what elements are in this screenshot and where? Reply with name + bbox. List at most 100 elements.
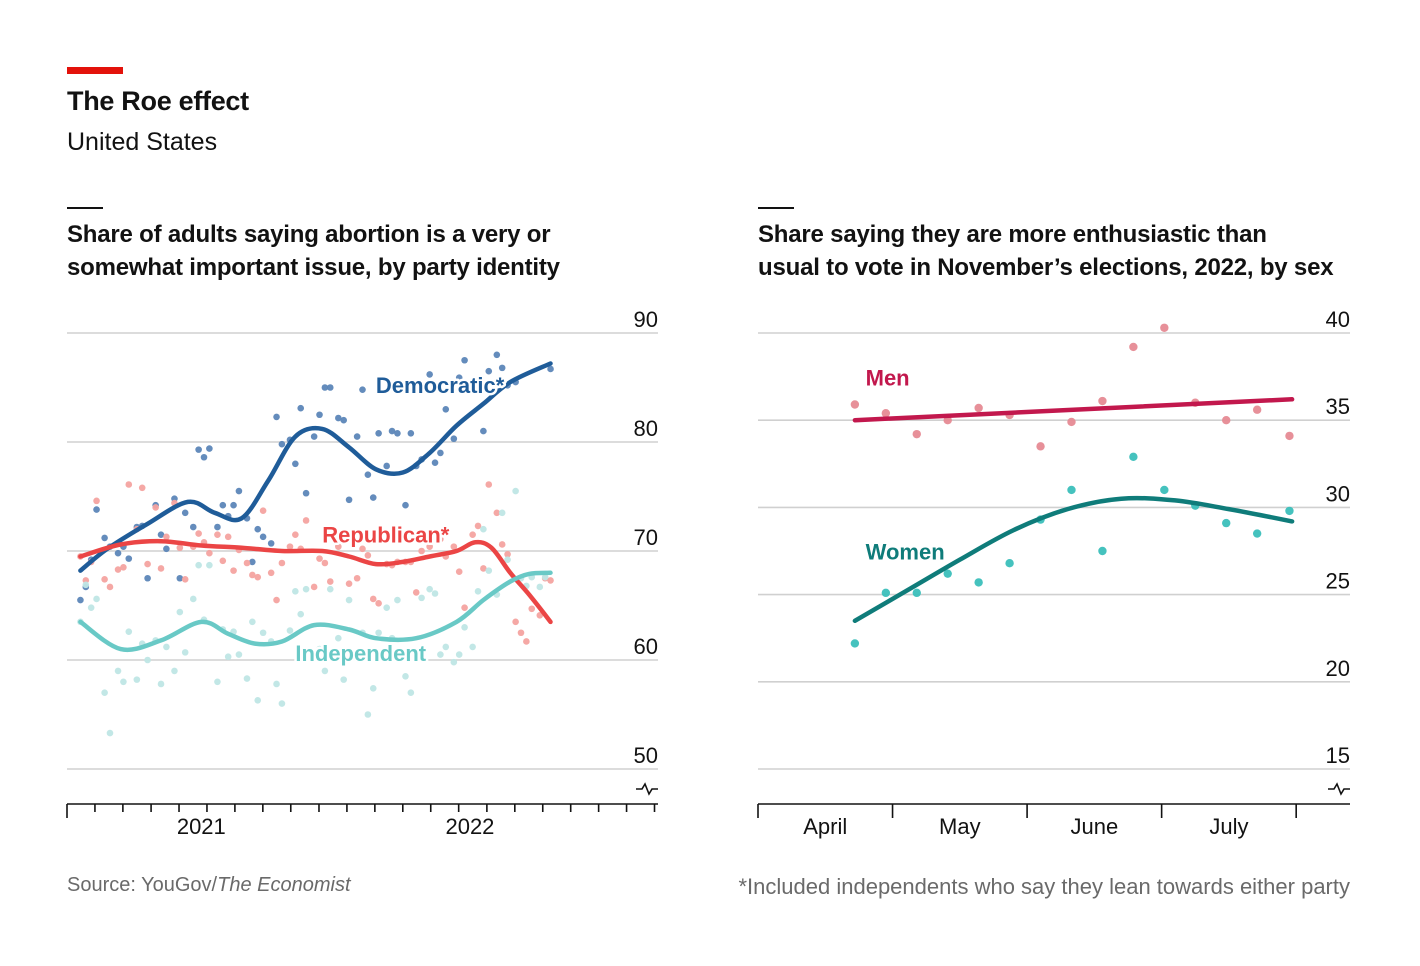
republican-point (214, 531, 221, 538)
democratic-label: Democratic* (376, 373, 505, 398)
y-tick-label: 60 (634, 634, 658, 659)
x-tick-label: June (1071, 814, 1119, 839)
republican-point (353, 574, 361, 582)
democratic-trend-line (78, 361, 553, 573)
democratic-point (407, 429, 415, 437)
men-point (1252, 405, 1262, 414)
independent-point (87, 604, 95, 611)
y-tick-label: 80 (634, 416, 658, 441)
men-label: Men (866, 365, 910, 390)
independent-point (106, 729, 114, 737)
independent-label-halo: Independent (295, 641, 426, 666)
democratic-point (388, 427, 396, 435)
republican-point (278, 559, 286, 567)
democratic-point (101, 534, 108, 542)
y-tick-label: 30 (1326, 481, 1350, 506)
republican-point (267, 569, 275, 577)
independent-point (101, 689, 108, 696)
independent-point (157, 680, 165, 688)
democratic-point (493, 351, 501, 359)
men-trend-line (852, 397, 1295, 423)
x-tick-label: July (1209, 814, 1248, 839)
women-point (1067, 485, 1076, 495)
left-panel-title: Share of adults saying abortion is a ver… (67, 218, 560, 284)
women-point (850, 639, 860, 648)
independent-point (431, 590, 439, 597)
independent-point (504, 556, 511, 564)
independent-point (189, 595, 197, 603)
men-point (881, 409, 891, 418)
independent-point (82, 581, 90, 589)
independent-point (442, 643, 450, 651)
democratic-point (442, 406, 450, 413)
democratic-point (461, 356, 468, 364)
democratic-point (195, 446, 202, 453)
republican-point (195, 530, 202, 537)
republican-point (125, 481, 133, 488)
independent-point (474, 588, 482, 595)
democratic-point (249, 558, 256, 566)
women-point (943, 569, 952, 578)
democratic-point (335, 414, 342, 422)
democratic-point (77, 596, 84, 604)
source-publication: The Economist (217, 874, 351, 896)
independent-point (286, 627, 294, 634)
independent-point (93, 595, 100, 603)
independent-label: Independent (295, 641, 426, 666)
independent-point (163, 643, 170, 651)
men-point (1067, 417, 1076, 427)
republican-point (101, 576, 108, 583)
independent-point (297, 610, 305, 618)
democratic-point (364, 471, 372, 479)
independent-point (353, 649, 361, 656)
democratic-point (345, 496, 353, 504)
independent-point (125, 628, 133, 635)
democratic-point (292, 460, 299, 468)
women-label: Women (866, 540, 945, 565)
x-tick-label: 2021 (177, 814, 226, 839)
republican-point (181, 576, 189, 583)
republican-point (286, 543, 294, 550)
democratic-point (480, 427, 487, 435)
republican-point (106, 583, 114, 591)
independent-point (171, 667, 178, 675)
independent-point (469, 643, 476, 651)
axis-break-icon (1328, 782, 1350, 796)
source-prefix: Source: YouGov/ (67, 874, 218, 896)
men-point (1160, 323, 1169, 332)
independent-point (133, 676, 141, 683)
independent-point (375, 629, 382, 637)
republican-point (480, 565, 487, 572)
democratic-point (353, 433, 361, 440)
chart-subtitle: United States (67, 128, 218, 156)
republican-point (114, 566, 122, 573)
men-point (912, 429, 921, 439)
women-point (1098, 546, 1107, 556)
democratic-point (316, 411, 323, 419)
democratic-point (267, 540, 275, 547)
footnote: *Included independents who say they lean… (738, 874, 1351, 899)
independent-point (114, 667, 122, 675)
democratic-point (310, 433, 318, 440)
women-point (1285, 506, 1294, 516)
republican-point (369, 595, 377, 603)
y-tick-label: 70 (634, 525, 658, 550)
democratic-point (200, 453, 208, 461)
democratic-point (302, 489, 310, 497)
democratic-point (163, 545, 170, 553)
independent-point (407, 689, 415, 696)
republican-point (219, 557, 227, 565)
democratic-point (321, 384, 329, 391)
brand-red-bar (67, 67, 123, 74)
independent-point (340, 676, 347, 683)
republican-point (157, 565, 165, 572)
democratic-point (259, 533, 267, 541)
republican-point (144, 560, 151, 568)
independent-point (259, 629, 267, 637)
men-point (974, 403, 983, 413)
republican-point (547, 577, 554, 584)
x-tick-label: April (803, 814, 847, 839)
independent-point (224, 653, 232, 661)
